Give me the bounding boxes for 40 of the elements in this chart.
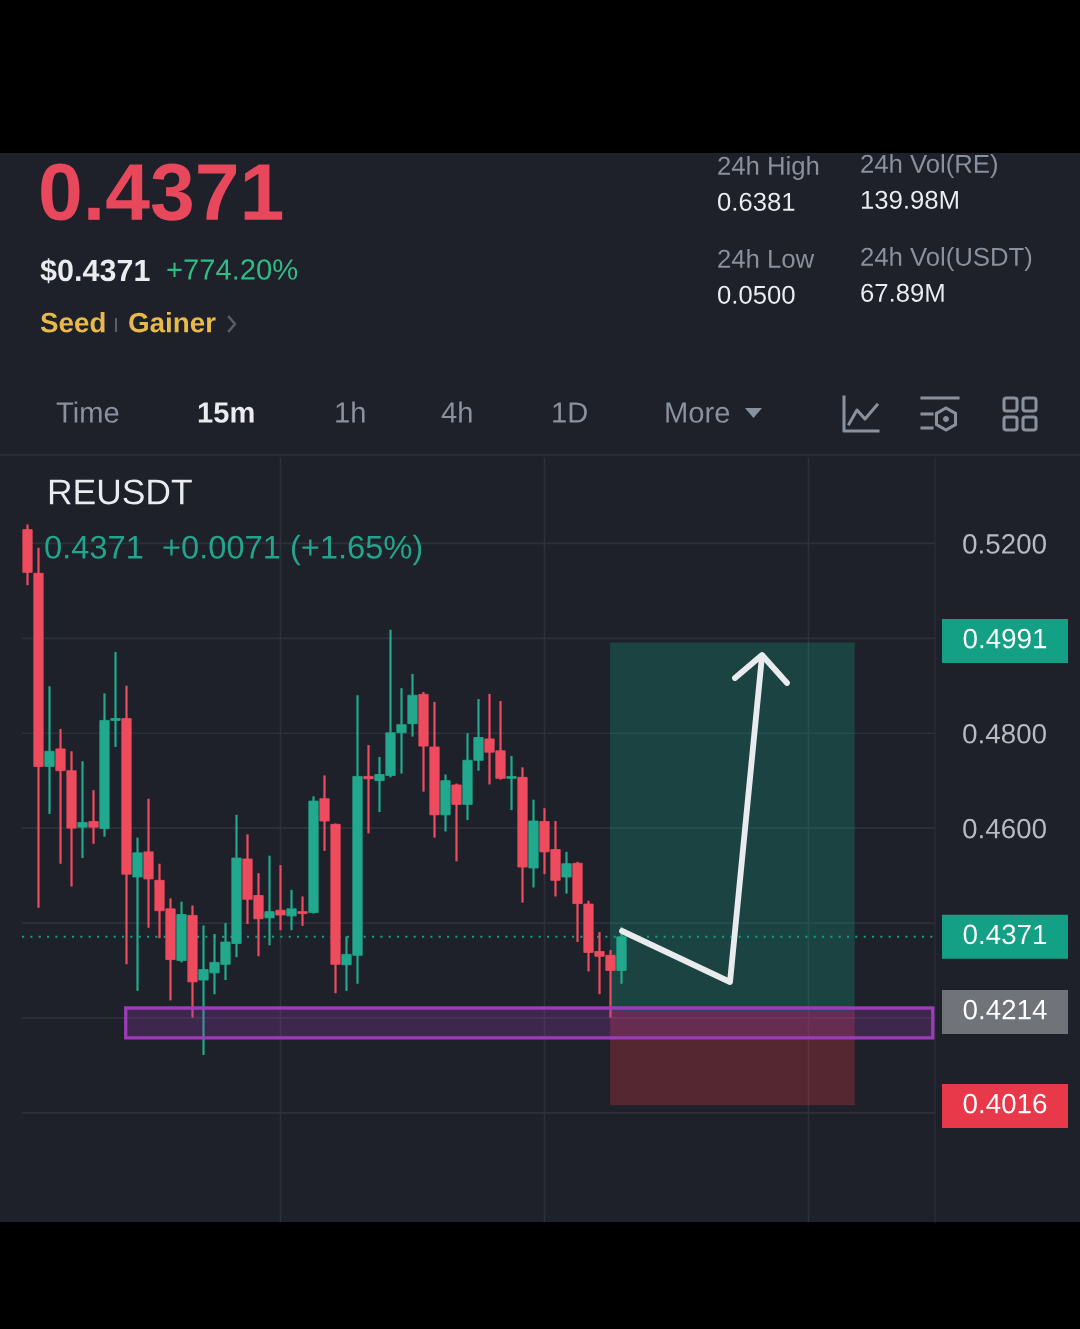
y-tick-label: 0.4800 xyxy=(963,723,1046,744)
text: 0.4016 xyxy=(963,1093,1047,1114)
candlestick xyxy=(88,789,99,845)
candlestick xyxy=(319,774,330,853)
text: 0.4214 xyxy=(963,999,1047,1020)
text: 4h xyxy=(441,401,472,423)
text: Gainer xyxy=(129,312,216,333)
chart-title: REUSDT xyxy=(49,479,192,505)
text: 0.6381 xyxy=(718,192,795,211)
y-tick-label: 0.4600 xyxy=(963,818,1046,839)
text: 1D xyxy=(553,402,587,423)
ref-line-label: 0.4371 xyxy=(963,924,1047,945)
candlestick xyxy=(286,888,297,932)
text: 0.4371 xyxy=(41,163,283,221)
text: +774.20% xyxy=(167,259,298,280)
candlestick xyxy=(264,854,275,947)
text: 67.89M xyxy=(861,283,944,302)
text: $0.4371 xyxy=(40,258,150,284)
text: 15m xyxy=(198,402,254,423)
text: 24h High xyxy=(718,156,819,180)
text: More xyxy=(666,402,730,423)
text: 24h Low xyxy=(718,249,815,268)
text: 24h Vol(USDT) xyxy=(861,247,1032,271)
candlestick xyxy=(506,754,517,812)
text: 1h xyxy=(336,401,365,423)
text: 0.4991 xyxy=(963,628,1047,649)
candlestick xyxy=(561,850,572,895)
y-tick-label: 0.5200 xyxy=(963,534,1046,554)
text: Seed xyxy=(40,312,105,333)
text: 0.0500 xyxy=(718,285,795,304)
candlestick xyxy=(363,743,374,835)
text: 24h Vol(RE) xyxy=(861,154,997,178)
candlestick xyxy=(451,782,462,863)
candlestick xyxy=(297,895,308,927)
text: Time xyxy=(56,401,119,423)
candlestick xyxy=(77,760,88,860)
candlestick xyxy=(44,685,55,816)
text: 0.4371 +0.0071 (+1.65%) xyxy=(45,534,422,566)
candlestick xyxy=(275,864,286,932)
text: 139.98M xyxy=(861,190,958,209)
